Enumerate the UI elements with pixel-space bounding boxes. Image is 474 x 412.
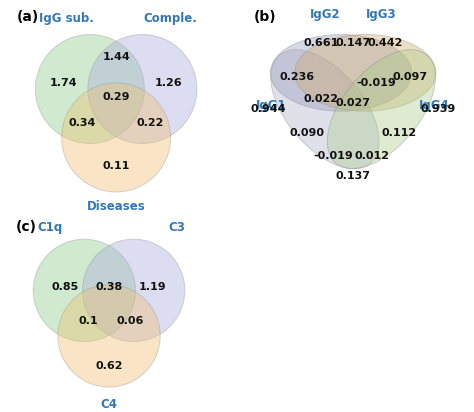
Text: 0.1: 0.1	[78, 316, 98, 326]
Circle shape	[82, 239, 185, 342]
Text: IgG sub.: IgG sub.	[39, 12, 94, 25]
Text: 1.26: 1.26	[155, 78, 182, 88]
Ellipse shape	[270, 35, 412, 111]
Text: 1.19: 1.19	[139, 281, 166, 292]
Ellipse shape	[294, 35, 436, 111]
Text: IgG3: IgG3	[366, 8, 397, 21]
Text: IgG4: IgG4	[419, 98, 450, 112]
Text: 0.090: 0.090	[289, 129, 324, 138]
Text: IgG2: IgG2	[310, 8, 340, 21]
Text: -0.019: -0.019	[313, 151, 353, 161]
Text: 0.022: 0.022	[303, 94, 338, 104]
Text: 0.22: 0.22	[137, 118, 164, 128]
Text: 0.38: 0.38	[95, 281, 123, 292]
Text: 0.06: 0.06	[116, 316, 144, 326]
Text: 0.62: 0.62	[95, 361, 123, 371]
Text: Comple.: Comple.	[143, 12, 197, 25]
Text: (c): (c)	[16, 220, 37, 234]
Ellipse shape	[271, 50, 379, 169]
Text: Diseases: Diseases	[87, 199, 146, 213]
Ellipse shape	[328, 50, 436, 169]
Text: 0.112: 0.112	[382, 129, 417, 138]
Text: 0.29: 0.29	[102, 92, 130, 102]
Text: C3: C3	[168, 221, 185, 234]
Circle shape	[36, 35, 145, 143]
Text: 0.661: 0.661	[303, 37, 338, 47]
Text: 0.11: 0.11	[102, 161, 130, 171]
Text: 1.44: 1.44	[102, 52, 130, 62]
Text: 0.85: 0.85	[52, 281, 79, 292]
Circle shape	[33, 239, 136, 342]
Text: 0.012: 0.012	[355, 151, 390, 161]
Text: C1q: C1q	[37, 221, 62, 234]
Text: 0.939: 0.939	[420, 104, 456, 114]
Circle shape	[62, 83, 171, 192]
Text: C4: C4	[100, 398, 118, 411]
Text: 0.944: 0.944	[251, 104, 286, 114]
Text: 0.027: 0.027	[336, 98, 371, 108]
Text: 1.74: 1.74	[50, 78, 77, 88]
Text: IgG1: IgG1	[256, 98, 287, 112]
Text: 0.34: 0.34	[68, 118, 95, 128]
Text: (b): (b)	[254, 10, 277, 24]
Text: 0.137: 0.137	[336, 171, 371, 181]
Text: 0.442: 0.442	[368, 37, 403, 47]
Circle shape	[58, 285, 160, 387]
Circle shape	[88, 35, 197, 143]
Text: (a): (a)	[17, 10, 39, 24]
Text: -0.019: -0.019	[356, 78, 396, 88]
Text: 0.236: 0.236	[279, 72, 314, 82]
Text: 0.097: 0.097	[392, 72, 427, 82]
Text: 0.147: 0.147	[336, 37, 371, 47]
